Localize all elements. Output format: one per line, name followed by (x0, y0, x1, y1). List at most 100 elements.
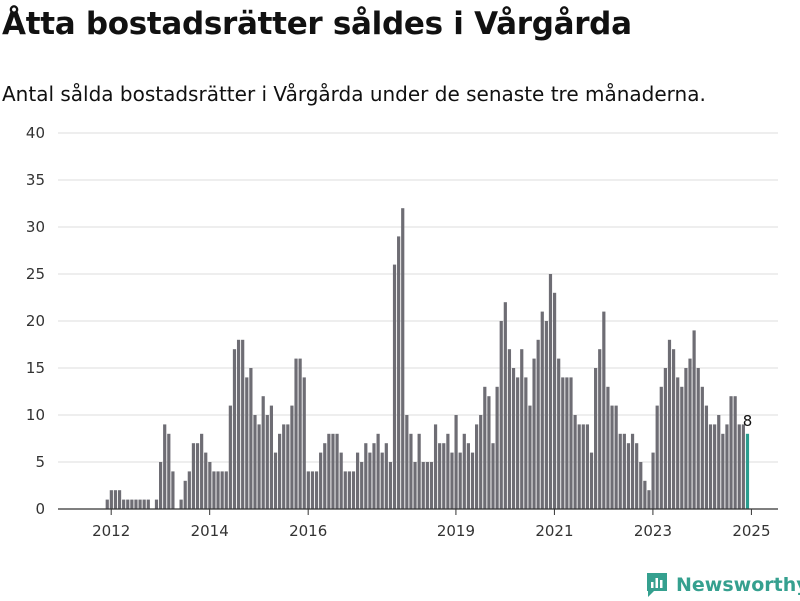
bar (105, 499, 109, 509)
bar (499, 321, 503, 509)
bar (438, 443, 442, 509)
bar (327, 433, 331, 509)
bar (347, 471, 351, 509)
newsworthy-logo: Newsworthy (645, 569, 800, 601)
bar (179, 499, 183, 509)
bar (470, 452, 475, 509)
bar (721, 433, 725, 509)
bar (598, 349, 602, 509)
bar (557, 358, 561, 509)
bar (314, 471, 319, 509)
bar (310, 471, 315, 509)
bar (696, 368, 700, 509)
bar (462, 433, 466, 509)
bar (130, 499, 134, 509)
bar (273, 452, 278, 509)
bar (454, 415, 458, 509)
bar (594, 368, 598, 509)
bar (532, 358, 536, 509)
bar (458, 452, 462, 509)
bar (368, 452, 372, 509)
bar (183, 480, 187, 509)
bar (536, 339, 540, 509)
bar (302, 377, 306, 509)
bar (360, 462, 364, 509)
bar (331, 433, 335, 509)
bar (429, 462, 434, 509)
bar (380, 452, 384, 509)
bar (487, 396, 491, 509)
bar (232, 349, 237, 509)
bar (684, 368, 688, 509)
bar (524, 377, 528, 509)
chart-subtitle: Antal sålda bostadsrätter i Vårgårda und… (2, 82, 706, 106)
bar (733, 396, 737, 509)
y-tick-label: 30 (26, 218, 45, 236)
bar (643, 480, 647, 509)
bar (413, 462, 417, 509)
bar (520, 349, 524, 509)
y-tick-label: 10 (26, 406, 45, 424)
bar (630, 433, 635, 509)
bar (355, 452, 360, 509)
bar (659, 386, 663, 509)
bar (635, 443, 639, 509)
bar (565, 377, 569, 509)
bar (343, 471, 347, 509)
y-tick-label: 0 (35, 500, 45, 518)
bar (282, 424, 286, 509)
bar (249, 368, 253, 509)
x-tick-label: 2021 (535, 522, 573, 540)
bar (618, 433, 622, 509)
bar (511, 368, 516, 509)
bar (581, 424, 585, 509)
bar (417, 433, 421, 509)
bar (667, 339, 672, 509)
bar (516, 377, 520, 509)
bar (626, 443, 631, 509)
bar (351, 471, 356, 509)
bar (167, 433, 171, 509)
bar-chart-icon (647, 573, 667, 597)
bar (610, 405, 614, 509)
bar (606, 386, 610, 509)
bar (364, 443, 368, 509)
bar (241, 339, 245, 509)
bar (503, 302, 507, 509)
bar (700, 386, 704, 509)
bar (384, 443, 388, 509)
bar (676, 377, 680, 509)
x-tick-label: 2023 (634, 522, 672, 540)
bar (639, 462, 643, 509)
bar (548, 274, 553, 509)
bar (265, 415, 269, 509)
bar (113, 490, 118, 509)
bar (713, 424, 717, 509)
bar (187, 471, 191, 509)
bar (372, 443, 376, 509)
bar (204, 452, 208, 509)
bar (466, 443, 470, 509)
bar (540, 311, 544, 509)
bar (450, 452, 454, 509)
bar (195, 443, 200, 509)
bar (569, 377, 573, 509)
bar (729, 396, 733, 509)
bar (602, 311, 606, 509)
bar (298, 358, 302, 509)
y-tick-label: 35 (26, 171, 45, 189)
bar (433, 424, 438, 509)
bar (614, 405, 618, 509)
bar (388, 462, 393, 509)
bar (220, 471, 224, 509)
bar (397, 236, 401, 509)
bar (245, 377, 249, 509)
bar (495, 386, 499, 509)
bar (573, 415, 577, 509)
bar (154, 499, 159, 509)
x-tick-label: 2025 (732, 522, 770, 540)
bar (491, 443, 495, 509)
bar (146, 499, 150, 509)
brand-name: Newsworthy (676, 574, 800, 596)
